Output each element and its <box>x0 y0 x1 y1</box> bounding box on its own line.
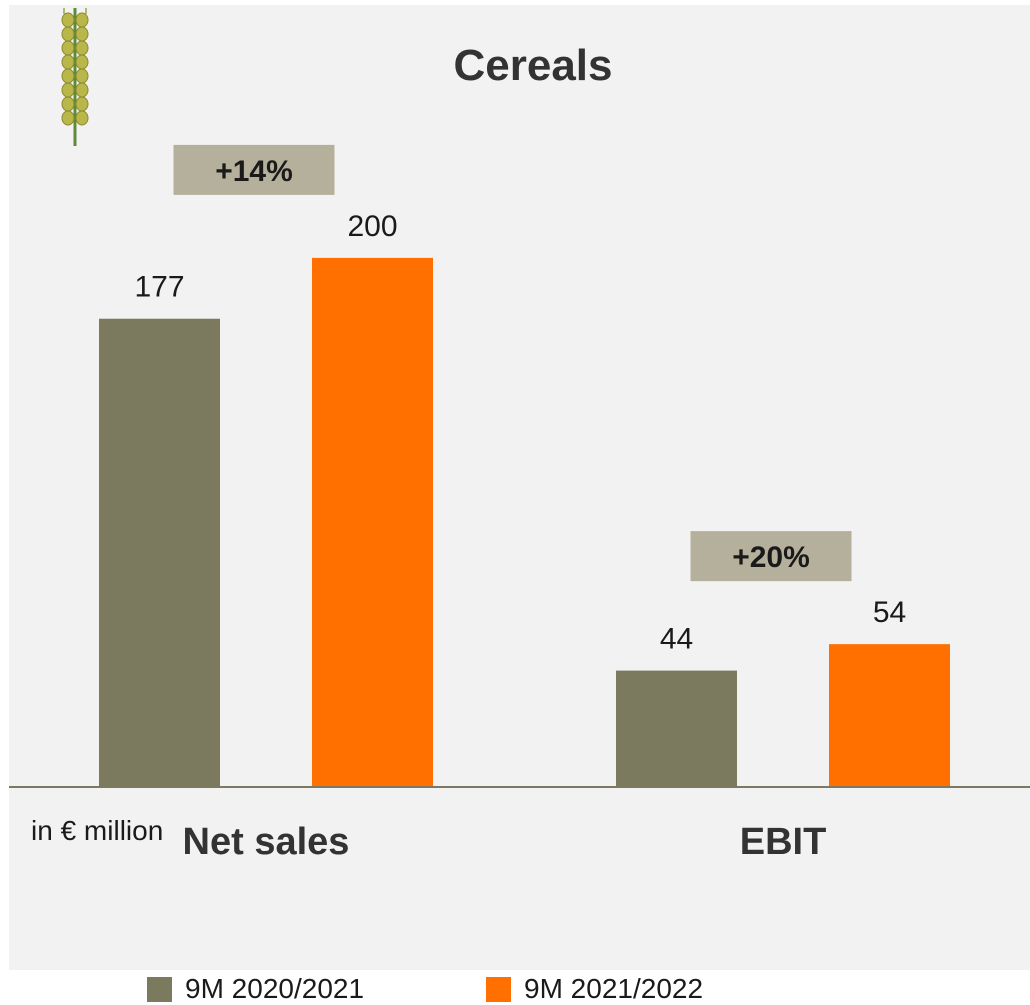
growth-badge <box>690 531 852 582</box>
growth-badge <box>173 144 335 195</box>
legend-item-series-2: 9M 2021/2022 <box>486 973 704 1004</box>
chart-title: Cereals <box>453 41 612 90</box>
legend-swatch <box>486 976 511 1002</box>
growth-label: +14% <box>215 155 293 188</box>
legend-item-series-1: 9M 2020/2021 <box>147 973 365 1004</box>
legend-label: 9M 2020/2021 <box>185 973 365 1004</box>
bar-chart: Cereals +14% +20% 177 200 44 54 Net sales EBI… <box>9 8 1030 863</box>
category-label: Net sales <box>183 821 350 863</box>
data-label: 54 <box>873 596 906 629</box>
wheat-ear-icon <box>61 8 89 146</box>
data-label: 44 <box>660 623 693 656</box>
bar-net-sales-series-2 <box>312 257 433 787</box>
bar-ebit-series-2 <box>829 644 950 787</box>
data-label: 177 <box>134 271 184 304</box>
unit-note: in € million <box>31 815 163 846</box>
category-label: EBIT <box>740 821 827 863</box>
growth-label: +20% <box>732 541 810 574</box>
legend-swatch <box>147 976 172 1002</box>
bar-net-sales-series-1 <box>99 318 220 787</box>
bar-ebit-series-1 <box>616 670 737 787</box>
data-label: 200 <box>347 210 397 243</box>
legend-label: 9M 2021/2022 <box>524 973 704 1004</box>
